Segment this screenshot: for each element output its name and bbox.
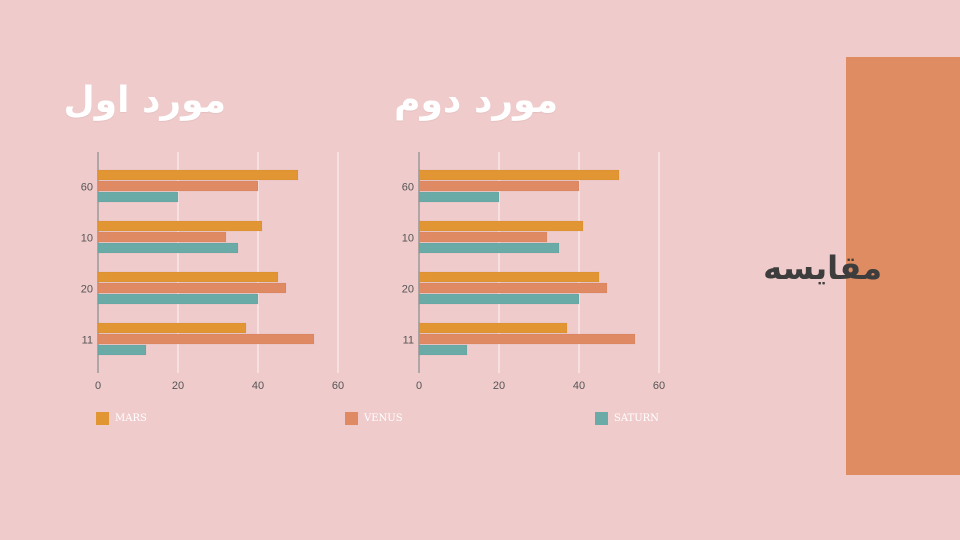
bar-mars xyxy=(97,271,279,283)
x-tick-label: 40 xyxy=(252,380,264,392)
bar-mars xyxy=(418,220,584,232)
slide-heading: مقایسه xyxy=(763,249,882,287)
bar-mars xyxy=(418,271,600,283)
chart-title-first: مورد اول xyxy=(63,80,226,121)
bar-saturn xyxy=(97,191,179,203)
x-tick-label: 20 xyxy=(172,380,184,392)
y-category-label: 11 xyxy=(82,335,93,347)
bar-venus xyxy=(418,333,636,345)
side-panel xyxy=(846,57,960,475)
bar-saturn xyxy=(97,344,147,356)
bar-mars xyxy=(418,322,568,334)
legend-item-saturn: SATURN xyxy=(595,412,659,425)
x-tick-label: 20 xyxy=(493,380,505,392)
bar-venus xyxy=(97,333,315,345)
chart-legend: MARS VENUS SATURN xyxy=(0,412,960,432)
bar-saturn xyxy=(418,242,560,254)
bar-mars xyxy=(97,169,299,181)
legend-item-mars: MARS xyxy=(96,412,147,425)
bar-venus xyxy=(97,282,287,294)
x-tick-label: 60 xyxy=(332,380,344,392)
bar-saturn xyxy=(418,344,468,356)
bar-venus xyxy=(418,180,580,192)
bar-venus xyxy=(97,231,227,243)
bar-saturn xyxy=(97,293,259,305)
y-category-label: 10 xyxy=(81,233,93,245)
y-category-label: 11 xyxy=(403,335,414,347)
bar-saturn xyxy=(418,191,500,203)
x-tick-label: 40 xyxy=(573,380,585,392)
y-category-label: 20 xyxy=(81,284,93,296)
legend-label-venus: VENUS xyxy=(364,413,403,424)
bar-saturn xyxy=(97,242,239,254)
bar-mars xyxy=(418,169,620,181)
x-tick-label: 60 xyxy=(653,380,665,392)
chart-title-second: مورد دوم xyxy=(394,80,558,121)
bar-venus xyxy=(418,231,548,243)
legend-swatch-saturn xyxy=(595,412,608,425)
bar-venus xyxy=(418,282,608,294)
bar-venus xyxy=(97,180,259,192)
legend-label-saturn: SATURN xyxy=(614,413,659,424)
bar-saturn xyxy=(418,293,580,305)
x-tick-label: 0 xyxy=(416,380,422,392)
legend-label-mars: MARS xyxy=(115,413,147,424)
y-category-label: 10 xyxy=(402,233,414,245)
y-category-label: 20 xyxy=(402,284,414,296)
legend-swatch-venus xyxy=(345,412,358,425)
y-category-label: 60 xyxy=(402,182,414,194)
legend-swatch-mars xyxy=(96,412,109,425)
x-tick-label: 0 xyxy=(95,380,101,392)
y-category-label: 60 xyxy=(81,182,93,194)
bar-mars xyxy=(97,322,247,334)
legend-item-venus: VENUS xyxy=(345,412,403,425)
bar-mars xyxy=(97,220,263,232)
